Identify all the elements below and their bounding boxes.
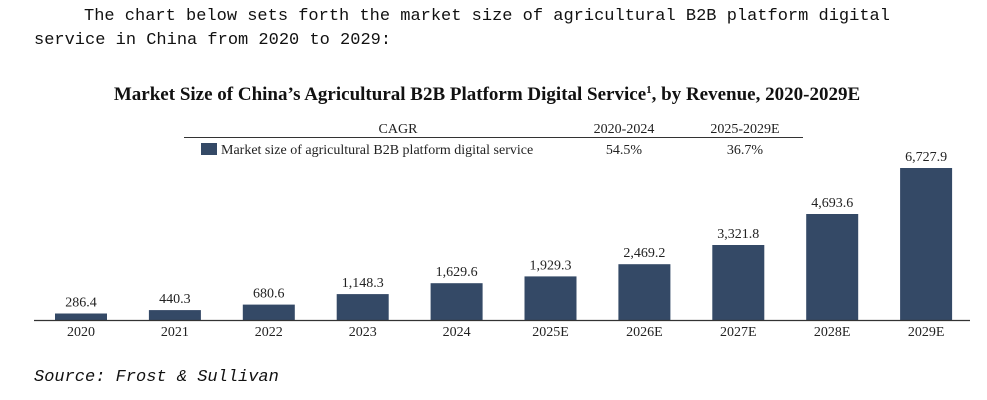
value-label-2023: 1,148.3 — [342, 276, 384, 291]
cagr-period-1: 2020-2024 — [594, 122, 655, 137]
value-label-2022: 680.6 — [253, 287, 285, 302]
bar-2028E — [806, 214, 859, 320]
x-tick-label-2023: 2023 — [349, 325, 377, 340]
bar-2024 — [430, 283, 483, 320]
value-labels-group: 286.4 440.3 680.6 1,148.3 1,629.6 1,929.3 2,46… — [65, 150, 947, 311]
x-tick-label-2024: 2024 — [443, 325, 471, 340]
bar-2021 — [148, 310, 201, 320]
bar-2025E — [524, 276, 577, 320]
x-tick-label-2028E: 2028E — [814, 325, 851, 340]
x-tick-label-2021: 2021 — [161, 325, 189, 340]
cagr-header-label: CAGR — [379, 122, 419, 137]
source-note: Source: Frost & Sullivan — [34, 368, 279, 387]
bar-chart: Market Size of China’s Agricultural B2B … — [34, 84, 970, 340]
x-tick-label-2020: 2020 — [67, 325, 95, 340]
bar-2020 — [55, 313, 107, 320]
value-label-2029E: 6,727.9 — [905, 150, 947, 165]
x-tick-label-2022: 2022 — [255, 325, 283, 340]
bar-2027E — [712, 245, 765, 320]
value-label-2025E: 1,929.3 — [530, 258, 572, 273]
value-label-2028E: 4,693.6 — [811, 196, 853, 211]
x-tick-label-2027E: 2027E — [720, 325, 757, 340]
bar-2022 — [242, 304, 295, 320]
chart-title-superscript: 1 — [646, 84, 652, 96]
bar-2029E — [900, 168, 953, 320]
cagr-value-2: 36.7% — [727, 143, 764, 158]
chart-title-main: Market Size of China’s Agricultural B2B … — [114, 84, 646, 105]
chart-title-suffix: , by Revenue, 2020-2029E — [652, 84, 860, 105]
cagr-legend-table: CAGR 2020-2024 2025-2029E Market size of… — [184, 122, 803, 158]
x-tick-labels-group: 2020 2021 2022 2023 2024 2025E 2026E 2027E 2028E… — [67, 325, 944, 340]
bar-2026E — [618, 264, 671, 320]
cagr-value-1: 54.5% — [606, 143, 643, 158]
bars-group — [55, 168, 953, 320]
value-label-2020: 286.4 — [65, 296, 97, 311]
x-tick-label-2025E: 2025E — [532, 325, 569, 340]
cagr-period-2: 2025-2029E — [710, 122, 779, 137]
x-tick-label-2029E: 2029E — [908, 325, 945, 340]
legend-series-label: Market size of agricultural B2B platform… — [221, 143, 533, 158]
value-label-2024: 1,629.6 — [436, 265, 478, 280]
value-label-2027E: 3,321.8 — [717, 227, 759, 242]
intro-paragraph: The chart below sets forth the market si… — [34, 7, 890, 50]
value-label-2021: 440.3 — [159, 292, 191, 307]
x-tick-label-2026E: 2026E — [626, 325, 663, 340]
value-label-2026E: 2,469.2 — [623, 246, 665, 261]
bar-2023 — [336, 294, 389, 320]
legend-swatch — [201, 143, 217, 155]
chart-title: Market Size of China’s Agricultural B2B … — [114, 84, 860, 105]
